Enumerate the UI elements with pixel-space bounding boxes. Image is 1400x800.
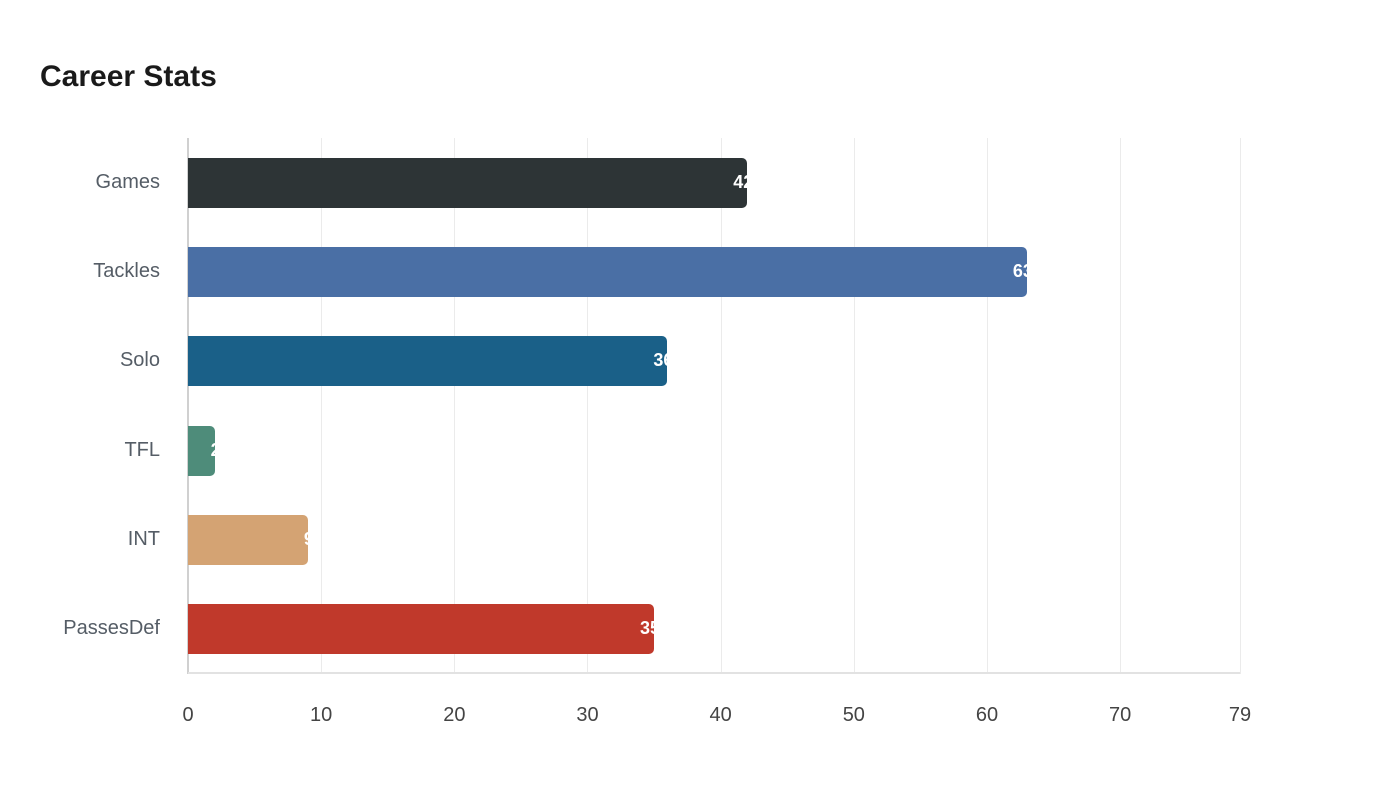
chart-title: Career Stats [40, 60, 217, 93]
gridline [1120, 138, 1122, 674]
x-tick-label: 10 [310, 704, 333, 726]
y-category-label: TFL [124, 438, 160, 461]
x-tick-label: 40 [709, 704, 732, 726]
gridline [986, 138, 988, 674]
bar-value-label: 63 [1012, 261, 1027, 282]
plot-area: 42 63 36 2 9 35 [187, 138, 1241, 674]
x-tick-label: 0 [182, 704, 194, 726]
bar-solo[interactable]: 36 [188, 336, 668, 387]
x-tick-label: 20 [443, 704, 466, 726]
y-category-label: Games [95, 171, 160, 193]
gridline [720, 138, 722, 674]
x-tick-label: 70 [1109, 704, 1132, 726]
gridline [454, 138, 456, 674]
gridline [321, 138, 323, 674]
bar-value-label: 36 [653, 350, 667, 371]
y-axis [187, 138, 189, 674]
gridline [1240, 138, 1241, 674]
gridline [587, 138, 589, 674]
y-category-label: PassesDef [63, 617, 160, 639]
bar-int[interactable]: 9 [188, 514, 308, 565]
x-tick-label: 79 [1228, 704, 1252, 726]
bar-value-label: 35 [640, 618, 654, 638]
x-tick-label: 60 [975, 704, 999, 726]
bar-tackles[interactable]: 63 [188, 247, 1027, 298]
y-category-label: INT [127, 527, 160, 550]
bar-value-label: 2 [211, 440, 215, 461]
bar-games[interactable]: 42 [188, 158, 748, 208]
bar-tfl[interactable]: 2 [188, 425, 215, 476]
gridline [853, 138, 855, 674]
bar-value-label: 9 [304, 529, 308, 550]
bar-passesdef[interactable]: 35 [188, 604, 655, 654]
x-tick-label: 30 [576, 704, 599, 726]
y-category-label: Tackles [93, 260, 160, 283]
x-tick-label: 50 [842, 704, 865, 726]
x-axis [188, 672, 1240, 674]
bar-value-label: 42 [733, 172, 747, 192]
y-category-label: Solo [119, 349, 160, 372]
